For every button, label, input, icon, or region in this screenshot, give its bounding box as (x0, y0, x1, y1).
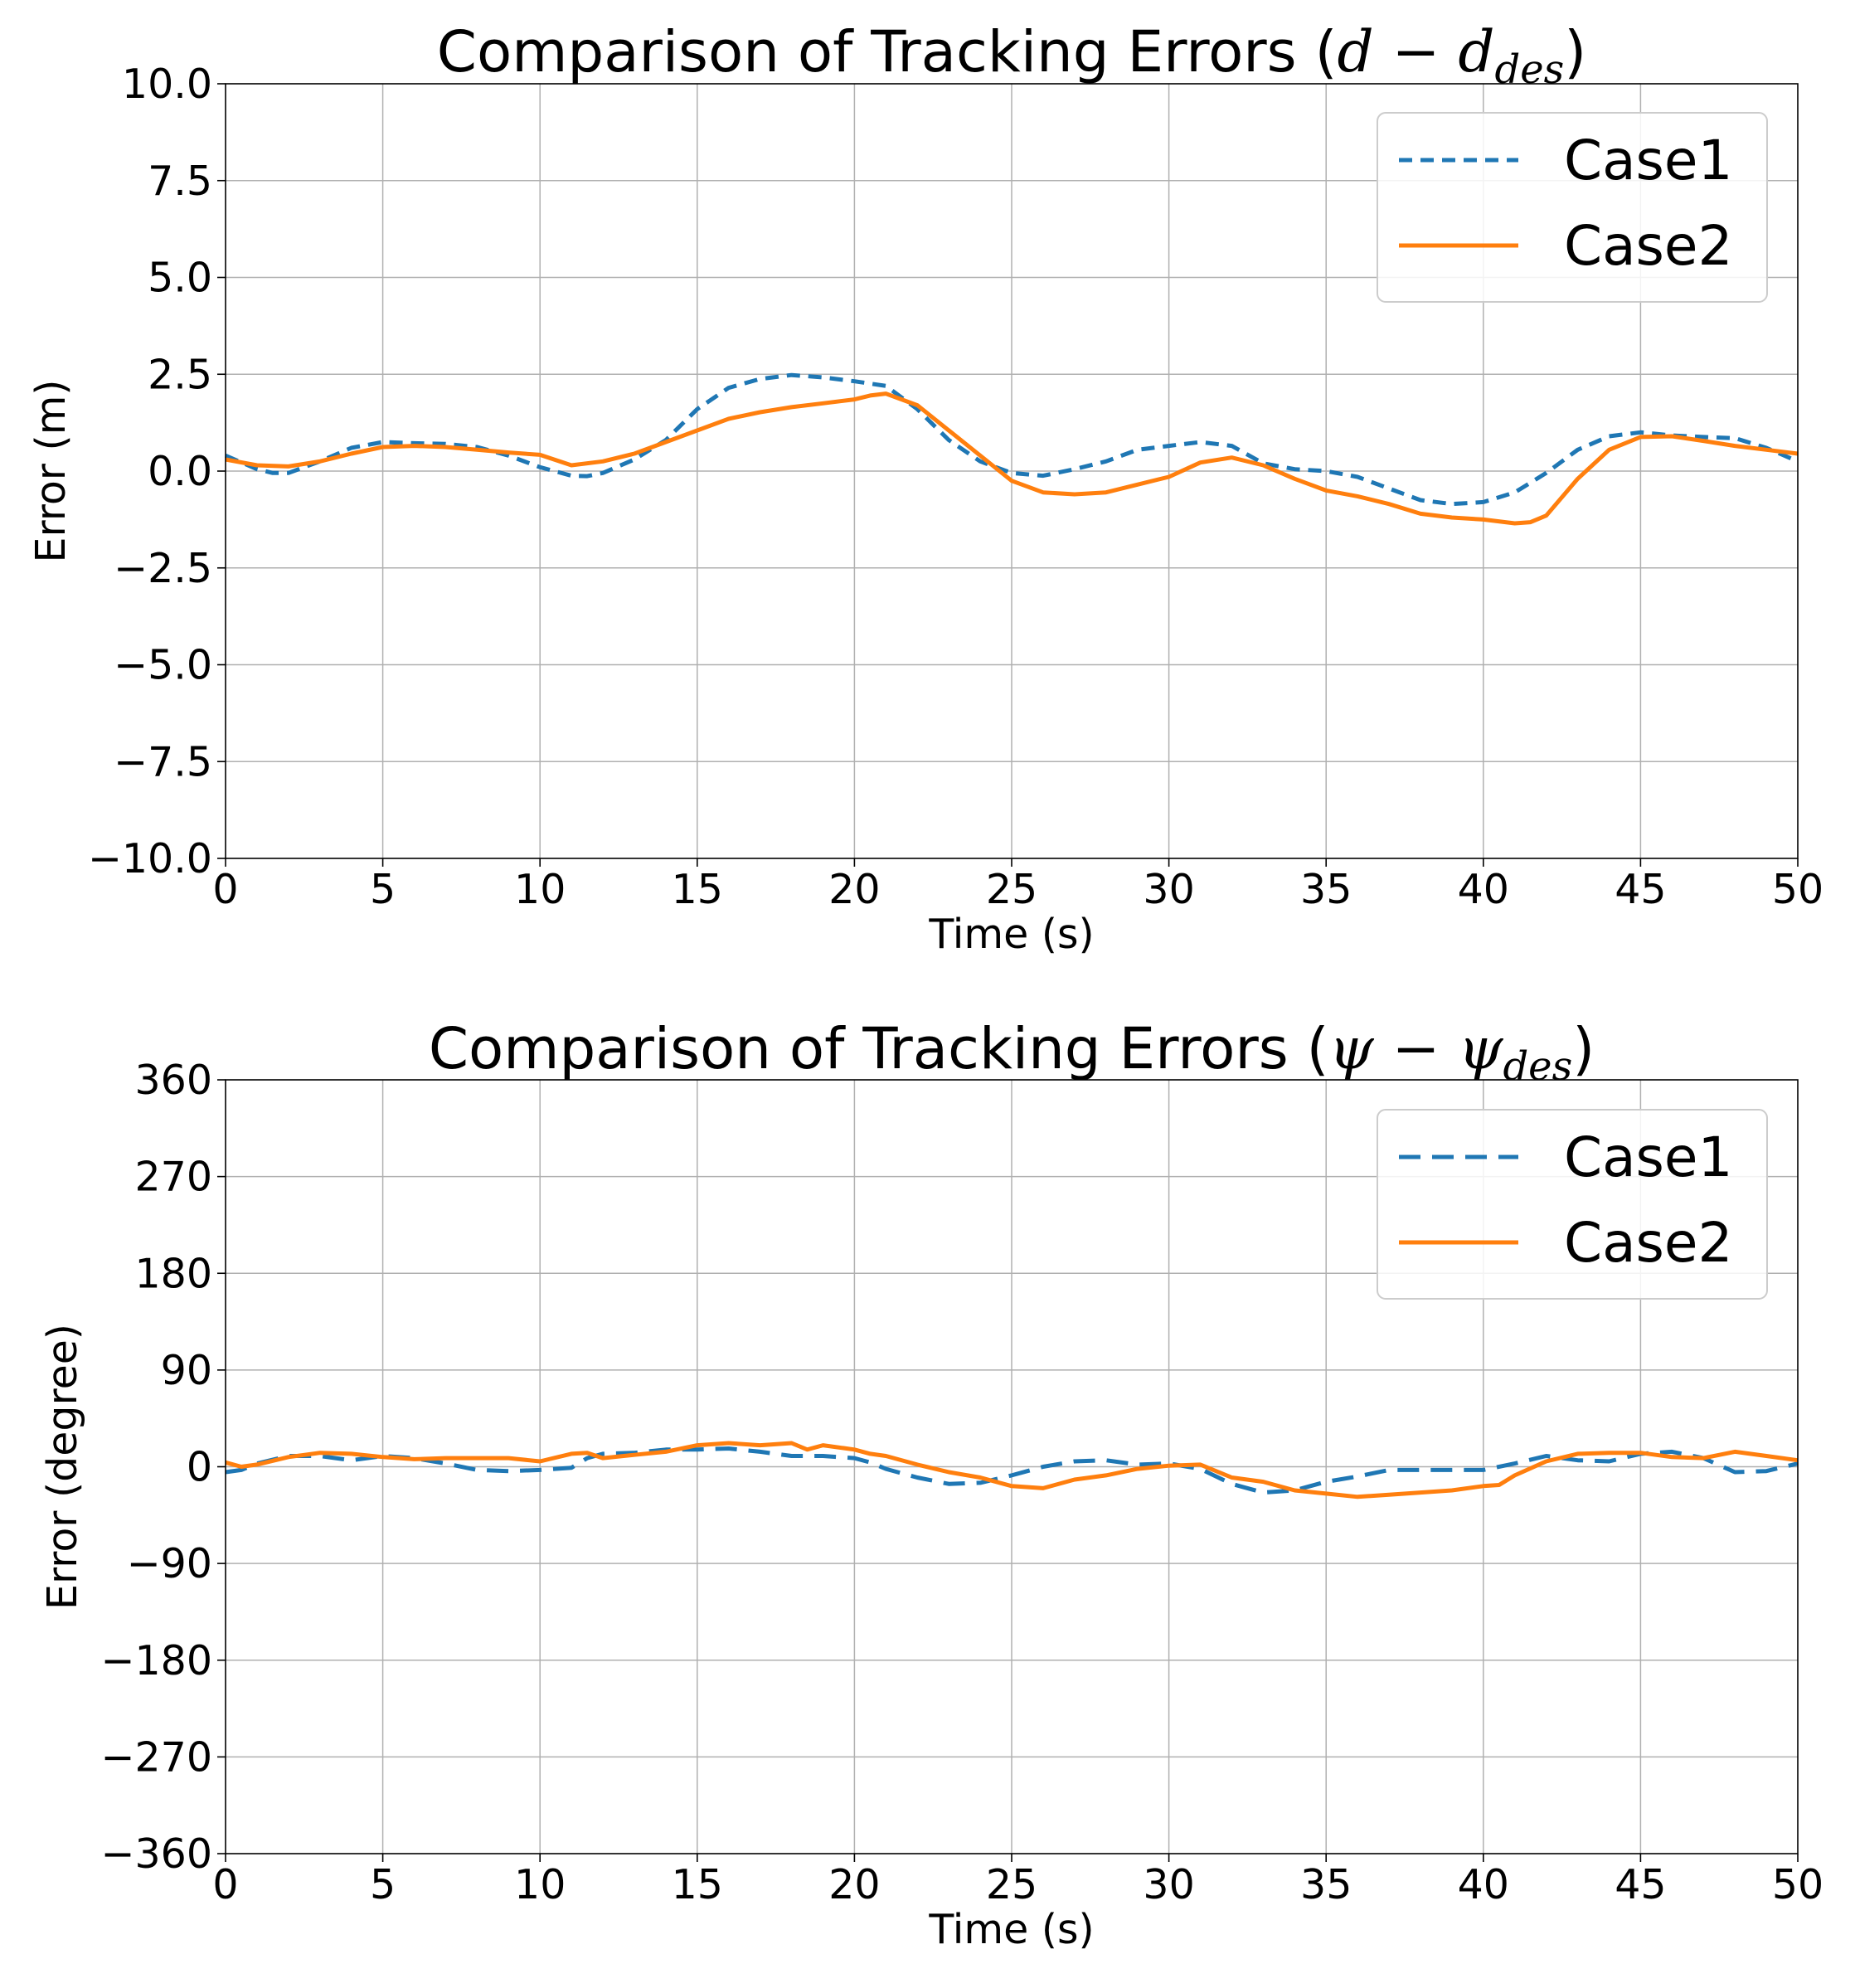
y-tick-label: −5.0 (114, 642, 212, 689)
series-line-case2 (225, 391, 1799, 526)
legend-label-case2: Case2 (1564, 214, 1733, 278)
y-tick-label: −270 (100, 1733, 212, 1781)
x-tick-label: 50 (1772, 866, 1823, 913)
chart-title-paren-close: ) (1564, 19, 1586, 85)
series-line-case1 (225, 1446, 1799, 1495)
x-axis-label: Time (s) (928, 911, 1094, 958)
x-tick-label: 15 (672, 866, 723, 913)
chart-title-paren-close: ) (1572, 1016, 1595, 1082)
y-tick-label: 10.0 (122, 61, 212, 108)
y-tick-label: 2.5 (148, 351, 212, 398)
chart-title-math-subscript: des (1503, 1043, 1572, 1090)
chart-title-paren-open: ( (1315, 19, 1338, 85)
legend-label-case1: Case1 (1564, 129, 1733, 192)
x-tick-label: 25 (986, 1861, 1037, 1908)
x-tick-label: 5 (370, 1861, 396, 1908)
chart-title-math: d − d (1337, 19, 1494, 85)
y-tick-label: 0.0 (148, 448, 212, 495)
series-line-case2 (225, 1441, 1799, 1500)
y-tick-label: 90 (161, 1347, 212, 1394)
y-tick-label: 270 (134, 1154, 212, 1201)
chart-title: Comparison of Tracking Errors (d − ddes) (437, 19, 1586, 93)
chart-2: 0 5 10 15 20 25 30 35 40 45 50 360 270 180 90 0 −90 −180 −… (39, 1016, 1823, 1953)
y-tick-label: −360 (100, 1830, 212, 1878)
x-tick-label: 40 (1458, 1861, 1509, 1908)
x-tick-label: 45 (1615, 1861, 1666, 1908)
x-tick-label: 5 (370, 866, 396, 913)
x-tick-label: 10 (514, 866, 566, 913)
legend-label-case1: Case1 (1564, 1125, 1733, 1189)
y-tick-label: −180 (100, 1637, 212, 1684)
x-tick-label: 0 (212, 1861, 238, 1908)
chart-title-text: Comparison of Tracking Errors (437, 19, 1315, 85)
y-tick-label: 360 (134, 1057, 212, 1104)
x-tick-label: 25 (986, 866, 1037, 913)
x-tick-label: 50 (1772, 1861, 1823, 1908)
chart-title-text: Comparison of Tracking Errors (429, 1016, 1307, 1082)
y-axis-label: Error (degree) (39, 1324, 86, 1610)
chart-title-paren-open: ( (1307, 1016, 1329, 1082)
y-tick-label: −7.5 (114, 738, 212, 785)
y-tick-label: 0 (187, 1444, 212, 1491)
x-tick-label: 35 (1300, 1861, 1352, 1908)
y-tick-label: 180 (134, 1250, 212, 1297)
series-line-case1 (225, 372, 1799, 507)
y-tick-label: 5.0 (148, 255, 212, 302)
legend-label-case2: Case2 (1564, 1211, 1733, 1275)
chart-title-math-subscript: des (1495, 46, 1565, 93)
chart-1: 0 5 10 15 20 25 30 35 40 45 50 10.0 7.5 5.0 2.5 0.0 −2.5… (27, 19, 1823, 958)
y-axis-label: Error (m) (27, 380, 75, 563)
x-axis-label: Time (s) (928, 1906, 1094, 1953)
y-tick-label: 7.5 (148, 158, 212, 205)
chart-title: Comparison of Tracking Errors (ψ − ψdes) (429, 1016, 1595, 1090)
x-tick-label: 15 (672, 1861, 723, 1908)
y-tick-label: −90 (127, 1540, 212, 1587)
x-tick-label: 20 (828, 866, 880, 913)
x-tick-label: 0 (212, 866, 238, 913)
x-tick-label: 40 (1458, 866, 1509, 913)
x-tick-label: 35 (1300, 866, 1352, 913)
x-tick-label: 30 (1143, 1861, 1194, 1908)
legend: Case1 Case2 (1377, 112, 1768, 303)
x-tick-label: 20 (828, 1861, 880, 1908)
y-tick-label: −10.0 (88, 835, 212, 882)
x-tick-label: 10 (514, 1861, 566, 1908)
x-tick-label: 45 (1615, 866, 1666, 913)
chart-title-math: ψ − ψ (1329, 1016, 1504, 1082)
y-tick-label: −2.5 (114, 545, 212, 592)
legend: Case1 Case2 (1377, 1109, 1768, 1300)
x-tick-label: 30 (1143, 866, 1194, 913)
